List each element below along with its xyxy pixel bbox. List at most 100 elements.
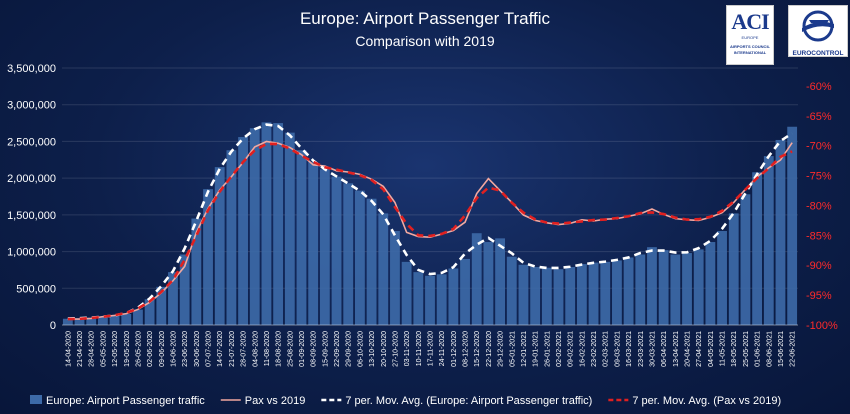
traffic-bar bbox=[226, 150, 237, 325]
pax-moving-average-line bbox=[67, 142, 793, 321]
x-tick-label: 28-04-2020 bbox=[89, 331, 96, 367]
traffic-bar bbox=[541, 267, 552, 325]
chart-title: Europe: Airport Passenger Traffic bbox=[300, 9, 551, 28]
legend: Europe: Airport Passenger traffic Pax vs … bbox=[30, 395, 781, 407]
x-tick-label: 21-07-2020 bbox=[229, 331, 236, 367]
x-tick-label: 01-06-2021 bbox=[755, 331, 762, 367]
traffic-bar bbox=[121, 313, 132, 325]
x-tick-label: 10-11-2020 bbox=[416, 331, 423, 366]
x-tick-label: 26-05-2020 bbox=[135, 331, 142, 367]
traffic-bar bbox=[425, 275, 435, 325]
traffic-bar bbox=[448, 268, 459, 325]
x-tick-label: 21-04-2020 bbox=[77, 331, 84, 367]
traffic-bar bbox=[518, 264, 529, 325]
x-tick-label: 16-06-2020 bbox=[170, 331, 177, 367]
x-tick-label: 08-09-2020 bbox=[311, 331, 318, 367]
traffic-bar bbox=[763, 156, 774, 325]
traffic-bar bbox=[787, 126, 798, 325]
x-tick-label: 18-05-2021 bbox=[731, 331, 738, 367]
lines-group bbox=[67, 123, 793, 321]
traffic-bar bbox=[366, 198, 377, 325]
x-tick-label: 09-06-2020 bbox=[159, 331, 166, 367]
traffic-bar bbox=[460, 258, 470, 325]
y-right-tick-label: -80% bbox=[806, 200, 832, 212]
y-right-tick-label: -85% bbox=[806, 230, 832, 242]
traffic-bar bbox=[343, 183, 354, 325]
y-right-tick-label: -75% bbox=[806, 171, 832, 183]
traffic-bar bbox=[740, 194, 751, 325]
traffic-bar bbox=[576, 264, 587, 325]
traffic-bar bbox=[752, 172, 763, 325]
legend-label: Europe: Airport Passenger traffic bbox=[46, 395, 205, 407]
x-tick-label: 13-04-2021 bbox=[673, 331, 680, 367]
traffic-bar bbox=[331, 176, 342, 325]
x-tick-label: 23-02-2021 bbox=[591, 331, 598, 367]
y-left-tick-label: 2,500,000 bbox=[7, 136, 56, 148]
x-tick-label: 30-06-2020 bbox=[194, 331, 201, 367]
eurocontrol-logo-text: EUROCONTROL bbox=[792, 50, 844, 57]
y-right-tick-label: -100% bbox=[806, 320, 838, 332]
y-axis-left: 0 500,000 1,000,000 1,500,000 2,000,000 2,500… bbox=[7, 63, 56, 332]
traffic-bar bbox=[670, 254, 681, 325]
traffic-bar bbox=[156, 286, 167, 325]
traffic-bar bbox=[565, 266, 576, 325]
traffic-bar bbox=[413, 272, 424, 325]
x-axis: 14-04-2020 21-04-2020 28-04-2020 05-05-2020… bbox=[62, 324, 798, 367]
y-left-tick-label: 2,000,000 bbox=[7, 173, 56, 185]
aci-logo: ACI EUROPE AIRPORTS COUNCIL INTERNATIONA… bbox=[726, 5, 774, 65]
chart-subtitle: Comparison with 2019 bbox=[355, 33, 495, 49]
x-tick-label: 25-08-2020 bbox=[287, 331, 294, 367]
aci-logo-text: ACI bbox=[731, 9, 769, 34]
x-tick-label: 14-07-2020 bbox=[217, 331, 224, 367]
x-tick-label: 08-12-2020 bbox=[463, 331, 470, 367]
traffic-bar bbox=[717, 231, 727, 325]
traffic-bar bbox=[495, 238, 506, 325]
x-tick-label: 01-09-2020 bbox=[299, 331, 306, 367]
traffic-bar bbox=[775, 139, 786, 325]
traffic-bar bbox=[354, 190, 365, 325]
x-tick-label: 19-01-2021 bbox=[533, 331, 540, 367]
traffic-moving-average-line bbox=[67, 123, 793, 320]
traffic-bar bbox=[168, 272, 178, 325]
x-tick-label: 29-12-2020 bbox=[498, 331, 505, 367]
traffic-bar bbox=[401, 261, 412, 325]
traffic-bar bbox=[600, 261, 611, 325]
traffic-bar bbox=[191, 218, 202, 325]
y-left-tick-label: 1,000,000 bbox=[7, 247, 56, 259]
x-tick-label: 03-11-2020 bbox=[404, 331, 411, 366]
traffic-bar bbox=[296, 150, 307, 325]
y-left-tick-label: 500,000 bbox=[16, 283, 56, 295]
x-tick-label: 30-03-2021 bbox=[649, 331, 656, 367]
x-tick-label: 05-01-2021 bbox=[509, 331, 516, 367]
y-left-tick-label: 0 bbox=[50, 320, 56, 332]
legend-label: 7 per. Mov. Avg. (Europe: Airport Passen… bbox=[345, 395, 592, 407]
x-tick-label: 23-03-2021 bbox=[638, 331, 645, 367]
x-tick-label: 25-05-2021 bbox=[743, 331, 750, 367]
traffic-bar bbox=[658, 250, 669, 325]
y-right-tick-label: -90% bbox=[806, 260, 832, 272]
x-tick-label: 15-09-2020 bbox=[322, 331, 329, 367]
x-tick-label: 22-06-2021 bbox=[790, 331, 797, 367]
traffic-bar bbox=[308, 161, 319, 325]
x-tick-label: 27-10-2020 bbox=[392, 331, 399, 367]
x-tick-label: 07-07-2020 bbox=[206, 331, 213, 367]
legend-swatch-bar bbox=[30, 395, 42, 404]
traffic-bar bbox=[284, 132, 295, 325]
traffic-bar bbox=[133, 309, 143, 325]
traffic-bar bbox=[436, 274, 447, 325]
traffic-bar bbox=[623, 257, 634, 325]
y-axis-right: -100% -95% -90% -85% -80% -75% -70% -65% -60% bbox=[806, 81, 838, 332]
x-tick-label: 05-05-2020 bbox=[100, 331, 107, 367]
x-tick-label: 26-01-2021 bbox=[544, 331, 551, 367]
traffic-bar bbox=[471, 233, 482, 325]
traffic-bar bbox=[612, 260, 622, 325]
traffic-bar bbox=[553, 269, 564, 325]
x-tick-label: 06-04-2021 bbox=[661, 331, 668, 367]
traffic-bar bbox=[588, 262, 599, 325]
eurocontrol-emblem-icon bbox=[802, 10, 834, 42]
y-left-tick-label: 3,000,000 bbox=[7, 100, 56, 112]
x-tick-label: 09-03-2021 bbox=[614, 331, 621, 367]
traffic-bar bbox=[62, 318, 73, 325]
